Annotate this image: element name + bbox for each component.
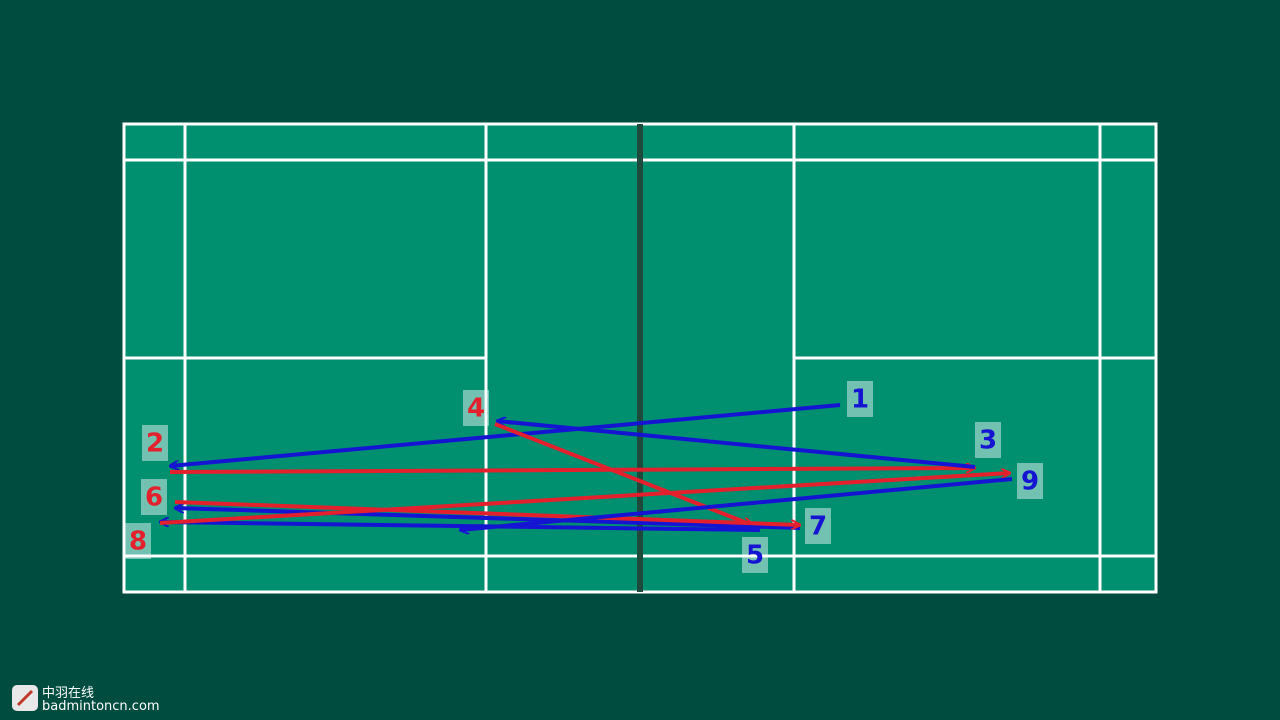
- shot-arrow: [174, 500, 800, 525]
- shot-label: 9: [1021, 467, 1039, 497]
- label-box: [1017, 463, 1043, 499]
- shots: [159, 403, 1013, 530]
- shot-label: 1: [851, 385, 869, 415]
- shot-arrow: [175, 508, 801, 530]
- label-box: [975, 422, 1001, 458]
- watermark-site: badmintoncn.com: [42, 699, 160, 714]
- shot-arrow: [169, 468, 975, 474]
- shot-label: 5: [746, 541, 764, 571]
- label-box: [125, 523, 151, 559]
- shot-label: 3: [979, 426, 997, 456]
- label-box: [463, 390, 489, 426]
- shot-label: 6: [145, 483, 163, 513]
- shot-arrow: [497, 421, 976, 469]
- shot-arrow: [159, 473, 1010, 525]
- label-box: [847, 381, 873, 417]
- logo-mark: [16, 689, 34, 707]
- shot-labels: 1 2 3 4 5 6 7 8 9: [125, 381, 1043, 573]
- shot-label: 8: [129, 527, 147, 557]
- shot-label: 2: [146, 429, 164, 459]
- label-box: [805, 508, 831, 544]
- label-box: [142, 425, 168, 461]
- label-box: [742, 537, 768, 573]
- watermark: 中羽在线 badmintoncn.com: [12, 685, 160, 714]
- shot-arrow: [170, 403, 841, 466]
- shot-label: 7: [809, 512, 827, 542]
- watermark-name: 中羽在线: [42, 686, 94, 701]
- shot-arrow: [460, 477, 1013, 530]
- shot-label: 4: [467, 394, 485, 424]
- label-box: [141, 479, 167, 515]
